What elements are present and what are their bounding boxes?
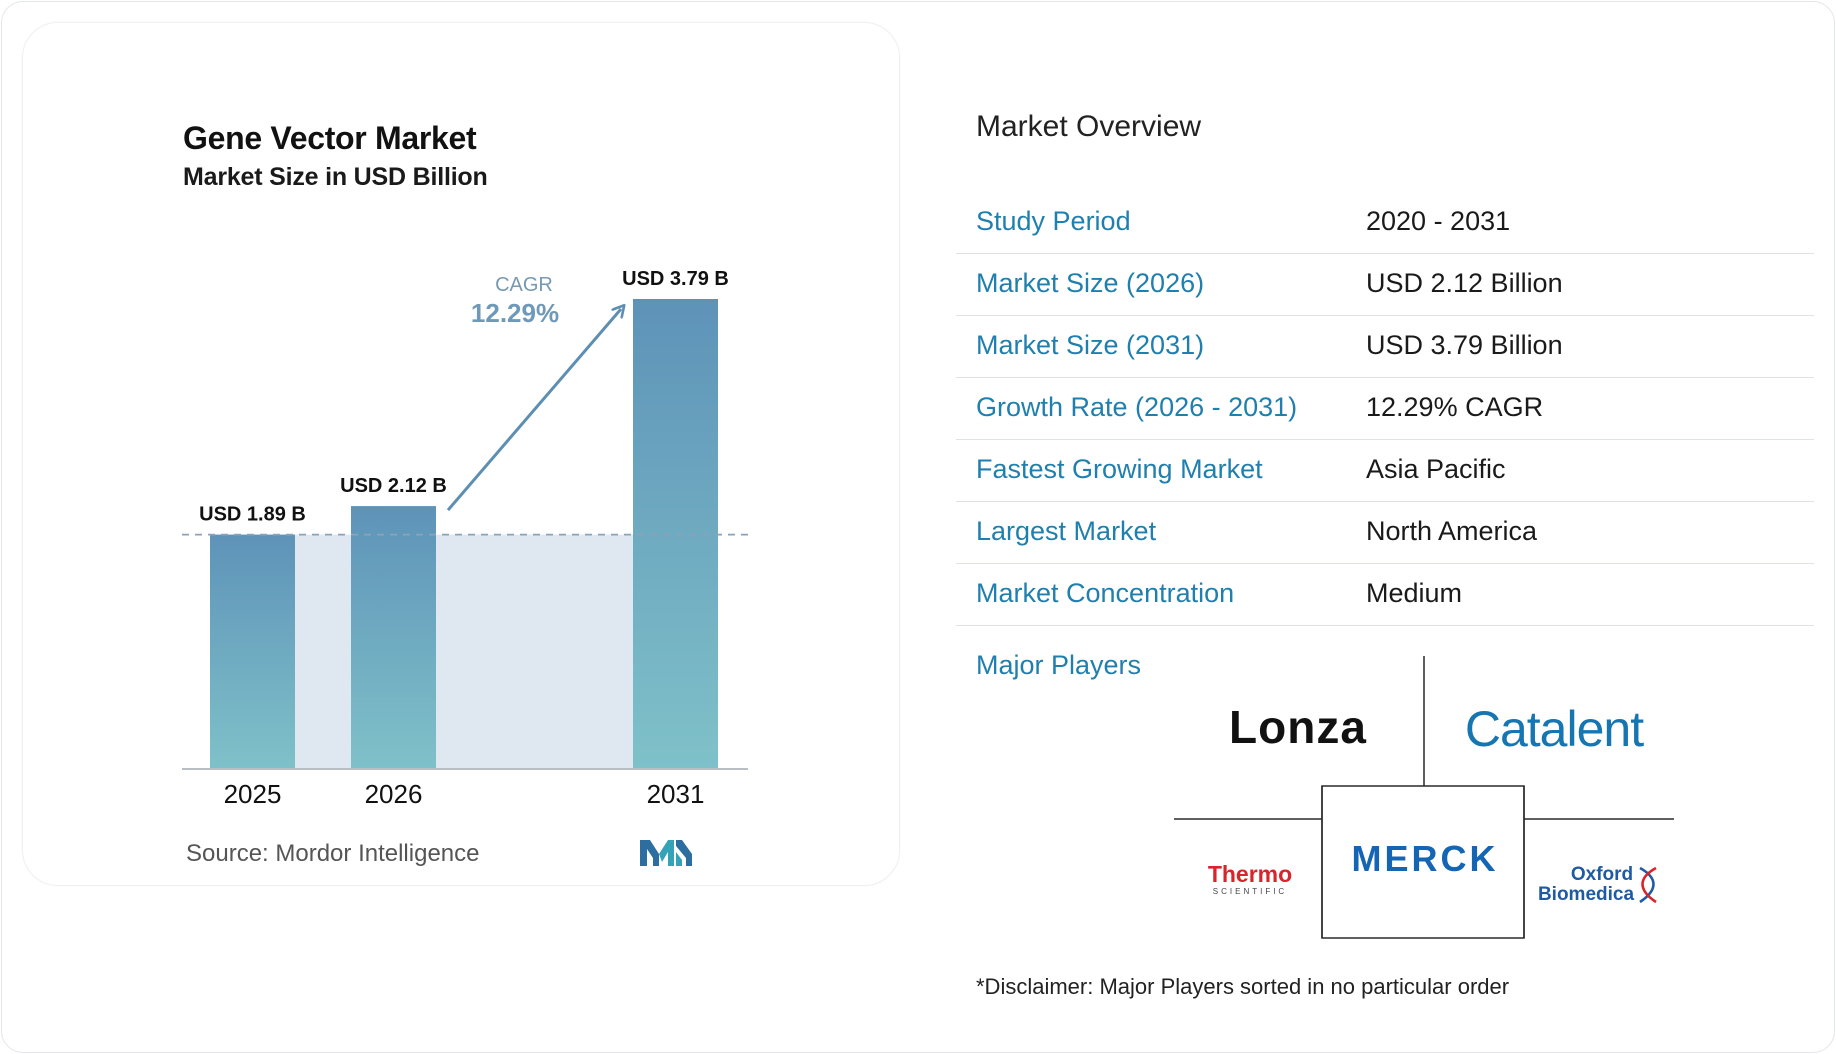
major-players-logos: Lonza Catalent Thermo SCIENTIFIC MERCK O… bbox=[1174, 656, 1674, 950]
disclaimer: *Disclaimer: Major Players sorted in no … bbox=[976, 974, 1510, 999]
bar-2026 bbox=[351, 506, 436, 769]
overview-label: Growth Rate (2026 - 2031) bbox=[976, 392, 1298, 422]
overview-row-fastest-growing: Fastest Growing Market Asia Pacific bbox=[956, 440, 1814, 502]
value-label-2026: USD 2.12 B bbox=[340, 475, 447, 497]
overview-value: 2020 - 2031 bbox=[1366, 206, 1511, 236]
overview-row-market-size-2026: Market Size (2026) USD 2.12 Billion bbox=[956, 254, 1814, 316]
market-overview-title: Market Overview bbox=[976, 110, 1202, 143]
overview-value: 12.29% CAGR bbox=[1366, 392, 1544, 422]
overview-row-growth-rate: Growth Rate (2026 - 2031) 12.29% CAGR bbox=[956, 378, 1814, 440]
overview-label: Fastest Growing Market bbox=[976, 454, 1263, 484]
overview-label: Market Size (2031) bbox=[976, 330, 1205, 360]
overview-label: Study Period bbox=[976, 206, 1131, 236]
overview-label: Market Concentration bbox=[976, 578, 1235, 608]
cagr-label: CAGR bbox=[495, 274, 553, 296]
overview-row-study-period: Study Period 2020 - 2031 bbox=[956, 192, 1814, 254]
oxford-biomedica-logo: Oxford bbox=[1571, 864, 1633, 885]
source-note: Source: Mordor Intelligence bbox=[186, 840, 480, 867]
overview-row-market-size-2031: Market Size (2031) USD 3.79 Billion bbox=[956, 316, 1814, 378]
catalent-logo: Catalent bbox=[1465, 701, 1644, 757]
major-players-label: Major Players bbox=[976, 650, 1142, 680]
merck-logo: MERCK bbox=[1352, 838, 1499, 879]
overview-row-largest-market: Largest Market North America bbox=[956, 502, 1814, 564]
bar-2025 bbox=[210, 534, 295, 769]
overview-label: Largest Market bbox=[976, 516, 1157, 546]
overview-value: Asia Pacific bbox=[1366, 454, 1506, 484]
lonza-logo: Lonza bbox=[1229, 701, 1367, 753]
oxford-biomedica-logo-line2: Biomedica bbox=[1538, 884, 1635, 905]
thermo-scientific-subtitle: SCIENTIFIC bbox=[1213, 887, 1287, 896]
mordor-intelligence-logo-icon bbox=[640, 840, 692, 866]
chart-subtitle: Market Size in USD Billion bbox=[183, 163, 488, 191]
category-label-2031: 2031 bbox=[647, 779, 705, 809]
overview-value: North America bbox=[1366, 516, 1538, 546]
category-label-2025: 2025 bbox=[224, 779, 282, 809]
dna-helix-icon bbox=[1639, 866, 1657, 904]
value-label-2031: USD 3.79 B bbox=[622, 268, 729, 290]
value-label-2025: USD 1.89 B bbox=[199, 504, 306, 526]
overview-value: USD 3.79 Billion bbox=[1366, 330, 1563, 360]
category-label-2026: 2026 bbox=[365, 779, 423, 809]
overview-label: Market Size (2026) bbox=[976, 268, 1205, 298]
thermo-scientific-logo: Thermo bbox=[1208, 861, 1292, 887]
overview-row-concentration: Market Concentration Medium bbox=[956, 564, 1814, 626]
chart-title: Gene Vector Market bbox=[183, 120, 477, 156]
bar-chart: USD 1.89 B 2025 USD 2.12 B 2026 USD 3.79 B 20… bbox=[182, 268, 752, 809]
overview-value: USD 2.12 Billion bbox=[1366, 268, 1563, 298]
cagr-value: 12.29% bbox=[471, 298, 559, 328]
overview-value: Medium bbox=[1366, 578, 1463, 608]
cagr-arrow bbox=[446, 309, 621, 512]
market-overview-table: Study Period 2020 - 2031 Market Size (20… bbox=[956, 192, 1814, 626]
